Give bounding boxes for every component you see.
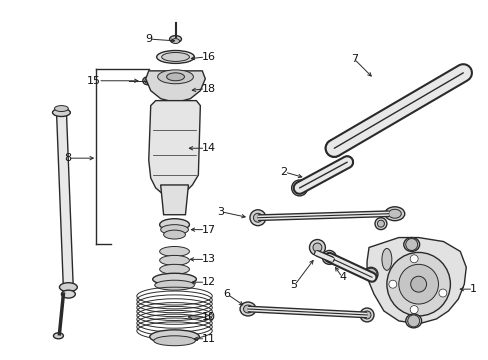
Circle shape bbox=[402, 104, 407, 110]
Text: 6: 6 bbox=[223, 289, 230, 299]
Circle shape bbox=[369, 123, 375, 129]
Text: 3: 3 bbox=[217, 207, 224, 217]
Ellipse shape bbox=[322, 251, 336, 264]
Ellipse shape bbox=[325, 253, 333, 261]
Text: 16: 16 bbox=[202, 52, 216, 62]
Polygon shape bbox=[161, 185, 188, 215]
Ellipse shape bbox=[377, 220, 384, 227]
Ellipse shape bbox=[171, 39, 179, 44]
Text: 10: 10 bbox=[202, 312, 216, 322]
Ellipse shape bbox=[53, 333, 63, 339]
Ellipse shape bbox=[152, 273, 196, 285]
Ellipse shape bbox=[160, 247, 189, 256]
Circle shape bbox=[438, 289, 446, 297]
Text: 7: 7 bbox=[350, 54, 358, 64]
Ellipse shape bbox=[405, 314, 421, 328]
Circle shape bbox=[398, 264, 438, 304]
Ellipse shape bbox=[362, 311, 370, 319]
Ellipse shape bbox=[52, 109, 70, 117]
Text: 8: 8 bbox=[64, 153, 71, 163]
Circle shape bbox=[409, 306, 417, 314]
Ellipse shape bbox=[364, 267, 377, 281]
Ellipse shape bbox=[160, 219, 189, 231]
Ellipse shape bbox=[458, 69, 467, 77]
Ellipse shape bbox=[144, 78, 150, 83]
Text: 9: 9 bbox=[145, 34, 152, 44]
Ellipse shape bbox=[341, 156, 352, 168]
Text: 2: 2 bbox=[280, 167, 287, 177]
Ellipse shape bbox=[161, 225, 188, 235]
Circle shape bbox=[409, 255, 417, 263]
Ellipse shape bbox=[169, 36, 181, 42]
Ellipse shape bbox=[387, 209, 401, 218]
Ellipse shape bbox=[166, 73, 184, 81]
Ellipse shape bbox=[455, 66, 469, 80]
Text: 12: 12 bbox=[202, 277, 216, 287]
Ellipse shape bbox=[294, 184, 304, 192]
Ellipse shape bbox=[154, 280, 194, 290]
Circle shape bbox=[365, 268, 376, 280]
Ellipse shape bbox=[309, 239, 325, 255]
Polygon shape bbox=[56, 111, 73, 289]
Polygon shape bbox=[145, 71, 205, 103]
Ellipse shape bbox=[291, 180, 307, 196]
Ellipse shape bbox=[54, 105, 68, 112]
Polygon shape bbox=[366, 238, 466, 324]
Ellipse shape bbox=[253, 213, 262, 222]
Ellipse shape bbox=[61, 290, 75, 298]
Ellipse shape bbox=[162, 53, 189, 62]
Ellipse shape bbox=[328, 143, 339, 153]
Ellipse shape bbox=[249, 210, 265, 226]
Circle shape bbox=[407, 315, 419, 327]
Polygon shape bbox=[148, 100, 200, 196]
Text: 15: 15 bbox=[87, 76, 101, 86]
Text: 14: 14 bbox=[202, 143, 216, 153]
Ellipse shape bbox=[343, 159, 350, 166]
Ellipse shape bbox=[240, 302, 255, 316]
Ellipse shape bbox=[163, 230, 185, 239]
Ellipse shape bbox=[374, 218, 386, 230]
Text: 11: 11 bbox=[202, 334, 216, 344]
Circle shape bbox=[386, 252, 449, 316]
Ellipse shape bbox=[384, 207, 404, 221]
Ellipse shape bbox=[359, 308, 373, 322]
Ellipse shape bbox=[403, 238, 419, 251]
Ellipse shape bbox=[312, 243, 321, 252]
Ellipse shape bbox=[243, 305, 252, 313]
Text: 4: 4 bbox=[339, 272, 346, 282]
Ellipse shape bbox=[142, 77, 152, 85]
Ellipse shape bbox=[160, 255, 189, 265]
Ellipse shape bbox=[160, 264, 189, 274]
Text: 13: 13 bbox=[202, 255, 216, 264]
Circle shape bbox=[410, 276, 426, 292]
Ellipse shape bbox=[381, 248, 391, 270]
Circle shape bbox=[388, 280, 396, 288]
Ellipse shape bbox=[156, 50, 194, 63]
Ellipse shape bbox=[325, 139, 343, 157]
Circle shape bbox=[405, 239, 417, 251]
Text: 18: 18 bbox=[202, 84, 216, 94]
Text: 5: 5 bbox=[290, 280, 297, 290]
Text: 17: 17 bbox=[202, 225, 216, 235]
Ellipse shape bbox=[149, 330, 199, 344]
Circle shape bbox=[427, 89, 433, 95]
Ellipse shape bbox=[60, 283, 77, 292]
Ellipse shape bbox=[153, 336, 195, 346]
Ellipse shape bbox=[157, 70, 193, 84]
Text: 1: 1 bbox=[469, 284, 476, 294]
